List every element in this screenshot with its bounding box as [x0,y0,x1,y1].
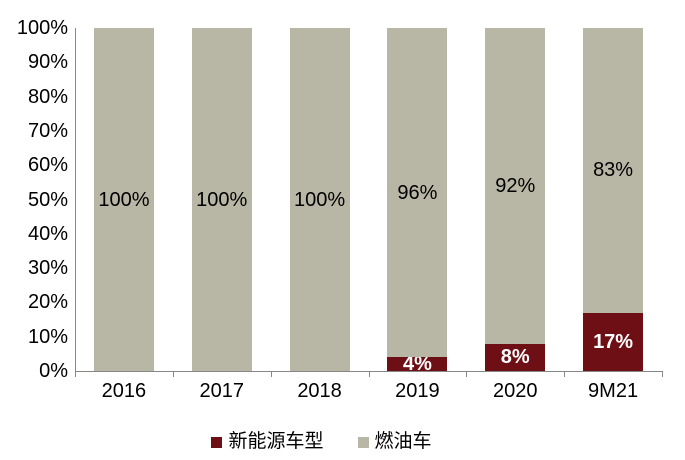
y-axis-line [75,28,76,377]
legend-item-0: 新能源车型 [211,431,324,453]
y-tick-label: 20% [27,291,68,314]
x-category-label: 2017 [199,380,244,402]
bar-data-label: 92% [495,174,536,197]
bar-data-label: 100% [294,188,346,211]
x-category-label: 2020 [492,380,538,402]
y-tick-label: 0% [39,360,68,382]
bar-data-label: 83% [593,159,634,182]
bar-segment-9M21-series1: 83% [583,28,644,313]
bar-data-label: 96% [397,181,438,204]
x-category-label: 9M21 [588,380,639,402]
y-tick-label: 50% [27,188,68,211]
x-category-label: 2016 [101,380,147,402]
x-axis-tick [173,372,174,377]
bar-segment-2016-series1: 100% [93,28,154,371]
y-tick-label: 30% [27,257,68,280]
y-tick-label: 40% [27,222,68,245]
legend-label: 燃油车 [374,431,432,452]
x-axis-tick [466,372,467,377]
y-tick-label: 70% [27,119,68,142]
bar-segment-2019-series1: 96% [387,28,448,358]
legend-swatch-icon [357,436,369,448]
bar-data-label: 100% [196,188,248,211]
x-axis-tick [564,372,565,377]
y-tick-label: 10% [27,325,68,348]
x-axis-line [75,371,663,372]
bar-segment-2018-series1: 100% [289,28,350,371]
y-tick-label: 100% [16,17,68,39]
bar-data-label: 17% [593,330,634,353]
x-axis-tick [271,372,272,377]
bar-segment-2020-series0: 8% [485,343,546,371]
bar-data-label: 100% [98,188,150,211]
x-category-label: 2019 [395,380,440,402]
x-axis-tick [662,372,663,377]
bar-segment-2020-series1: 92% [485,28,546,344]
y-tick-label: 80% [27,85,68,108]
legend-label: 新能源车型 [228,431,324,452]
y-tick-label: 60% [27,154,68,177]
legend-swatch-icon [211,436,223,448]
x-axis-tick [369,372,370,377]
y-tick-label: 90% [27,51,68,74]
bar-data-label: 4% [402,353,432,376]
bar-segment-9M21-series0: 17% [583,312,644,371]
bar-segment-2019-series0: 4% [387,353,448,376]
bar-data-label: 8% [500,346,530,369]
x-category-label: 2018 [297,380,342,402]
plot-area: 100% 100% 100% 4% 96% 8% 92% 17% 83% [75,28,662,376]
legend: 新能源车型 燃油车 [0,430,664,454]
bar-segment-2017-series1: 100% [191,28,252,371]
y-axis: 100% 90% 80% 70% 60% 50% 40% 30% 20% 10% 0% [0,0,68,460]
x-axis-tick [75,372,76,377]
legend-item-1: 燃油车 [357,431,432,453]
